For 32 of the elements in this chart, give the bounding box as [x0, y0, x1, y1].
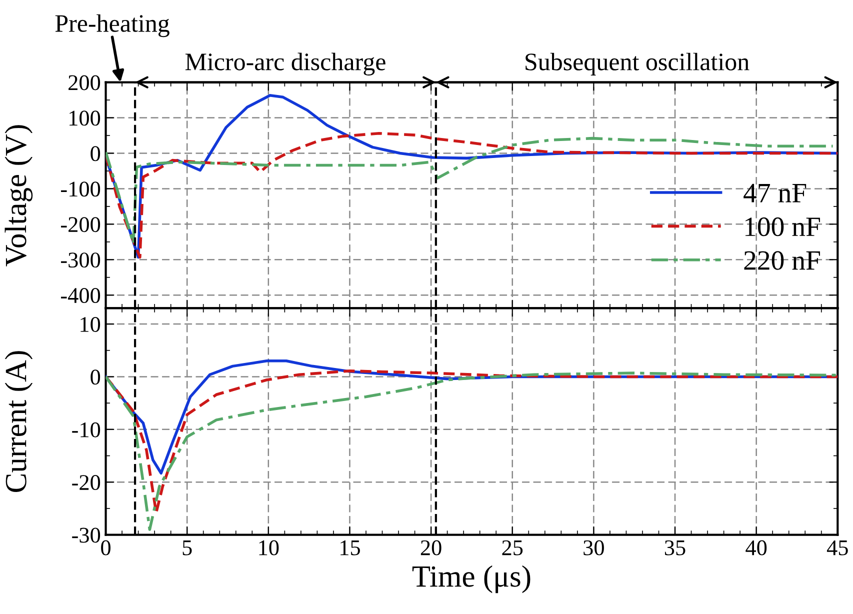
y-tick-label: 0 — [90, 370, 100, 385]
y-tick-label: 200 — [68, 75, 100, 90]
y-tick-label: -30 — [72, 528, 100, 543]
y-tick-label: 0 — [90, 146, 100, 162]
x-tick-label: 35 — [664, 540, 686, 556]
x-tick-label: 40 — [746, 540, 767, 556]
y-tick-label: -200 — [61, 217, 100, 232]
x-tick-label: 0 — [101, 540, 110, 556]
y-tick-label: -400 — [61, 288, 100, 304]
text: Pre-heating — [55, 14, 170, 38]
x-tick-label: 15 — [340, 540, 360, 556]
text: Micro-arc discharge — [185, 52, 386, 76]
x-tick-label: 10 — [259, 540, 279, 556]
y-tick-label: -20 — [72, 475, 100, 490]
x-tick-label: 45 — [826, 540, 848, 556]
y-tick-label: -10 — [72, 422, 100, 438]
line-series — [106, 136, 834, 245]
y-tick-label: -100 — [61, 182, 100, 197]
y-tick-label: 100 — [70, 110, 100, 126]
x-axis-title: Time (μs) — [412, 565, 530, 594]
x-tick-label: 5 — [182, 540, 192, 556]
y-tick-label: 10 — [80, 316, 100, 332]
x-tick-label: 30 — [584, 540, 604, 556]
legend-label: 220 nF — [744, 251, 820, 270]
y-axis-title: Current (A) — [4, 351, 33, 492]
legend-label: 47 nF — [744, 184, 806, 202]
y-tick-label: -300 — [61, 252, 100, 268]
text: Subsequent oscillation — [526, 52, 750, 76]
y-axis-title: Voltage (V) — [4, 125, 33, 266]
x-tick-label: 20 — [420, 540, 442, 556]
x-tick-label: 25 — [502, 540, 523, 556]
legend-label: 100 nF — [745, 217, 820, 236]
